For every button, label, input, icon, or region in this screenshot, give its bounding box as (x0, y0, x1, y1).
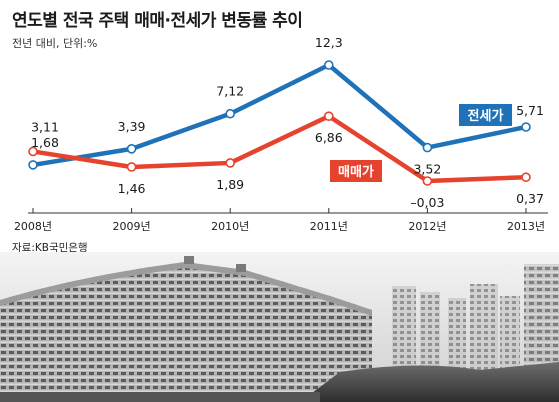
legend-jeonse: 전세가 (459, 104, 512, 126)
x-tick-label: 2008년 (14, 220, 52, 233)
x-tick-label: 2012년 (408, 220, 446, 233)
legend-jeonse-label: 전세가 (468, 108, 504, 124)
source-note: 자료:KB국민은행 (12, 242, 88, 254)
x-tick-label: 2010년 (211, 220, 249, 233)
data-point (422, 176, 433, 186)
data-point (225, 108, 235, 119)
data-label: 12,3 (315, 35, 343, 50)
series-line-maemae (32, 113, 527, 184)
data-label: 0,37 (516, 191, 544, 206)
data-label: 7,12 (216, 84, 244, 99)
data-label: 5,71 (516, 103, 544, 118)
data-point (28, 160, 38, 170)
apartment-photo (0, 252, 559, 402)
data-label: 3,11 (31, 119, 59, 134)
legend-maemae-box (330, 160, 382, 182)
data-labels: 1,68 3,39 7,12 12,3 3,52 5,71 3,11 1,46 1,89 6,86… (31, 35, 544, 210)
data-point (28, 146, 38, 157)
data-point (521, 122, 531, 132)
series-markers (28, 60, 531, 186)
x-axis-labels: 2008년 2009년 2010년 2011년 2012년 2013년 (14, 220, 545, 233)
photo-ground (300, 362, 559, 402)
x-tick-label: 2009년 (113, 220, 151, 233)
line-chart: 2008년 2009년 2010년 2011년 2012년 2013년 1,68 3,39 7… (14, 35, 548, 233)
distant-towers (392, 264, 559, 384)
x-axis-ticks (32, 208, 527, 213)
rooftop-structure (184, 256, 194, 264)
chart-title: 연도별 전국 주택 매매·전세가 변동률 추이 (12, 11, 303, 31)
data-label: –0,03 (410, 195, 444, 210)
data-point (323, 111, 334, 121)
data-point (521, 172, 531, 183)
data-point (126, 144, 137, 154)
data-label: 1,68 (31, 135, 59, 150)
data-point (225, 158, 235, 168)
legend-maemae-label: 매매가 (338, 165, 374, 180)
data-point (126, 162, 137, 172)
data-point (323, 60, 334, 70)
data-label: 1,89 (216, 177, 244, 192)
legend-maemae: 매매가 (330, 160, 382, 182)
legend-jeonse-box (459, 104, 512, 126)
data-label: 1,46 (118, 181, 146, 196)
curved-apartment-block (0, 262, 372, 402)
series-line-jeonse (32, 62, 527, 168)
series-lines (32, 62, 527, 184)
data-label: 3,52 (413, 162, 441, 177)
data-label: 3,39 (118, 119, 146, 134)
x-tick-label: 2013년 (507, 220, 545, 233)
chart-subtitle: 전년 대비, 단위:% (12, 37, 98, 50)
data-label: 6,86 (315, 130, 343, 145)
data-point (422, 142, 433, 153)
x-tick-label: 2011년 (310, 220, 348, 233)
